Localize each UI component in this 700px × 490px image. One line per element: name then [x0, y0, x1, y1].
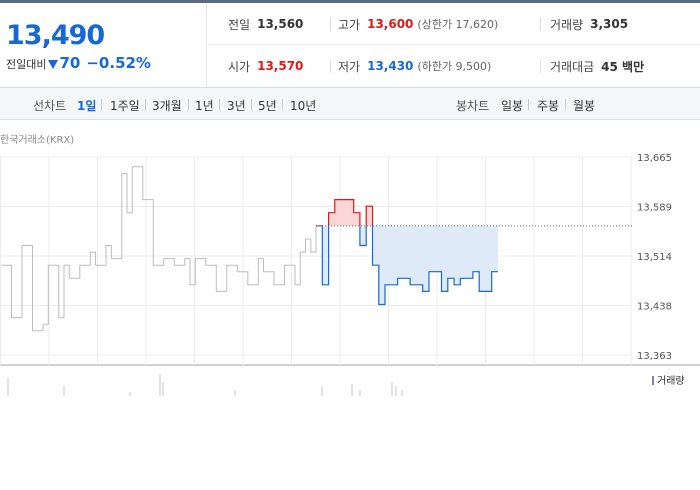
divider [188, 99, 189, 110]
stat-sub: (상한가 17,620) [417, 18, 499, 31]
divider [540, 60, 541, 73]
period-10y[interactable]: 10년 [290, 99, 317, 113]
divider [251, 99, 252, 110]
stat-prev-close: 전일 13,560 [228, 3, 303, 45]
change-label: 전일대비 [6, 58, 47, 71]
volume-swatch [652, 376, 654, 385]
period-1d[interactable]: 1일 [77, 99, 97, 113]
stat-value: 13,600 [367, 17, 414, 31]
period-3y[interactable]: 3년 [227, 99, 246, 113]
divider [540, 18, 541, 31]
y-tick-label: 13,363 [637, 351, 672, 362]
stat-high: 고가 13,600 (상한가 17,620) [338, 3, 498, 45]
y-tick-label: 13,589 [637, 203, 672, 214]
previous-session-line [1, 166, 317, 332]
stat-value: 13,560 [257, 17, 304, 31]
stat-label: 거래대금 [550, 59, 595, 74]
y-tick-label: 13,514 [637, 252, 672, 263]
volume-legend-label: 거래량 [657, 376, 685, 387]
period-3m[interactable]: 3개월 [152, 99, 182, 113]
stat-label: 고가 [338, 17, 361, 32]
candle-weekly[interactable]: 주봉 [537, 99, 560, 113]
price-line-down [316, 225, 498, 306]
candle-monthly[interactable]: 월봉 [573, 99, 596, 113]
stat-label: 거래량 [550, 17, 584, 32]
top-accent-line [0, 0, 700, 3]
up-area [316, 199, 498, 226]
change-amount: 70 [59, 54, 81, 72]
price-line-up [316, 199, 374, 226]
current-price: 13,490 [6, 20, 105, 51]
stat-open: 시가 13,570 [228, 45, 303, 87]
data-source-label: 한국거래소(KRX) [0, 135, 75, 146]
y-tick-label: 13,438 [637, 302, 672, 313]
stat-sub: (하한가 9,500) [417, 60, 492, 73]
stat-value: 13,430 [367, 59, 414, 73]
y-tick-label: 13,665 [637, 153, 672, 164]
stat-low: 저가 13,430 (하한가 9,500) [338, 45, 491, 87]
divider [101, 99, 102, 110]
chart-toolbar: 선차트 1일 1주일 3개월 1년 3년 5년 10년 봉차트 일봉 주봉 월봉 [0, 87, 700, 120]
stat-volume: 거래량 3,305 [550, 3, 628, 45]
stat-value: 13,570 [257, 59, 304, 73]
volume-legend: 거래량 [652, 372, 685, 387]
divider [330, 60, 331, 73]
down-arrow-icon [48, 60, 59, 69]
stat-label: 전일 [228, 17, 251, 32]
stat-value: 3,305 [590, 17, 629, 31]
period-5y[interactable]: 5년 [258, 99, 277, 113]
down-area [316, 225, 498, 305]
stat-value: 45 백만 [601, 59, 645, 74]
change-percent: −0.52% [86, 54, 151, 72]
stat-label: 저가 [338, 59, 361, 74]
divider [145, 99, 146, 110]
divider [565, 99, 566, 110]
divider [219, 99, 220, 110]
divider [528, 99, 529, 110]
stats-row-2: 시가 13,570 저가 13,430 (하한가 9,500) 거래대금 45 … [208, 45, 700, 87]
stats-row-1: 전일 13,560 고가 13,600 (상한가 17,620) 거래량 3,3… [208, 3, 700, 45]
divider [330, 18, 331, 31]
price-summary: 13,490 전일대비 70 −0.52% [0, 3, 207, 87]
candle-daily[interactable]: 일봉 [501, 99, 524, 113]
divider [282, 99, 283, 110]
line-chart-label: 선차트 [33, 99, 67, 113]
change-line: 전일대비 70 −0.52% [6, 54, 151, 72]
stat-amount: 거래대금 45 백만 [550, 45, 644, 87]
period-1w[interactable]: 1주일 [110, 99, 140, 113]
candle-chart-label: 봉차트 [456, 99, 490, 113]
period-1y[interactable]: 1년 [195, 99, 214, 113]
stat-label: 시가 [228, 59, 251, 74]
stats-table: 전일 13,560 고가 13,600 (상한가 17,620) 거래량 3,3… [208, 3, 700, 87]
